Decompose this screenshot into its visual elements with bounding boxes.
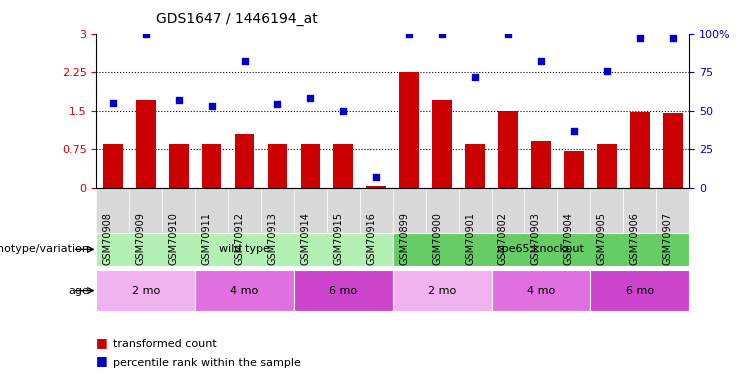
Bar <box>393 270 491 311</box>
Text: ■: ■ <box>96 354 112 368</box>
Bar <box>235 134 254 188</box>
Bar <box>96 232 393 266</box>
Bar <box>103 144 123 188</box>
Bar <box>564 151 584 188</box>
Bar <box>268 144 288 188</box>
Text: ■: ■ <box>96 336 112 349</box>
Bar <box>432 100 452 188</box>
Point <box>140 31 152 37</box>
Text: 2 mo: 2 mo <box>428 286 456 296</box>
Text: rpe65 knockout: rpe65 knockout <box>497 244 585 254</box>
Bar <box>465 144 485 188</box>
Point <box>667 35 679 41</box>
Bar <box>662 113 682 188</box>
Bar <box>531 141 551 188</box>
Bar <box>366 186 386 188</box>
Bar <box>597 144 617 188</box>
Bar <box>491 270 591 311</box>
Text: 4 mo: 4 mo <box>527 286 555 296</box>
Bar <box>169 144 188 188</box>
Point <box>601 68 613 74</box>
Point <box>337 108 349 114</box>
Point <box>469 74 481 80</box>
Bar <box>393 232 689 266</box>
Bar <box>202 144 222 188</box>
Point <box>568 128 579 134</box>
Text: wild type: wild type <box>219 244 270 254</box>
Point <box>370 174 382 180</box>
Point <box>173 97 185 103</box>
Text: 6 mo: 6 mo <box>329 286 357 296</box>
Text: percentile rank within the sample: percentile rank within the sample <box>113 357 301 368</box>
Bar <box>399 72 419 188</box>
Point <box>535 58 547 64</box>
Bar <box>294 270 393 311</box>
Point <box>305 95 316 101</box>
Text: age: age <box>68 286 89 296</box>
Point <box>403 31 415 37</box>
Point <box>502 31 514 37</box>
Bar <box>96 270 195 311</box>
Point <box>239 58 250 64</box>
Bar <box>301 144 320 188</box>
Bar <box>195 270 294 311</box>
Bar <box>136 100 156 188</box>
Point <box>107 100 119 106</box>
Bar <box>498 111 518 188</box>
Bar <box>630 112 650 188</box>
Text: 2 mo: 2 mo <box>132 286 160 296</box>
Text: 6 mo: 6 mo <box>625 286 654 296</box>
Point <box>436 31 448 37</box>
Text: 4 mo: 4 mo <box>230 286 259 296</box>
Point <box>634 35 645 41</box>
Text: genotype/variation: genotype/variation <box>0 244 89 254</box>
Text: GDS1647 / 1446194_at: GDS1647 / 1446194_at <box>156 12 317 26</box>
Text: transformed count: transformed count <box>113 339 216 349</box>
Point <box>206 103 218 109</box>
Bar <box>333 144 353 188</box>
Point <box>271 102 283 108</box>
Bar <box>591 270 689 311</box>
